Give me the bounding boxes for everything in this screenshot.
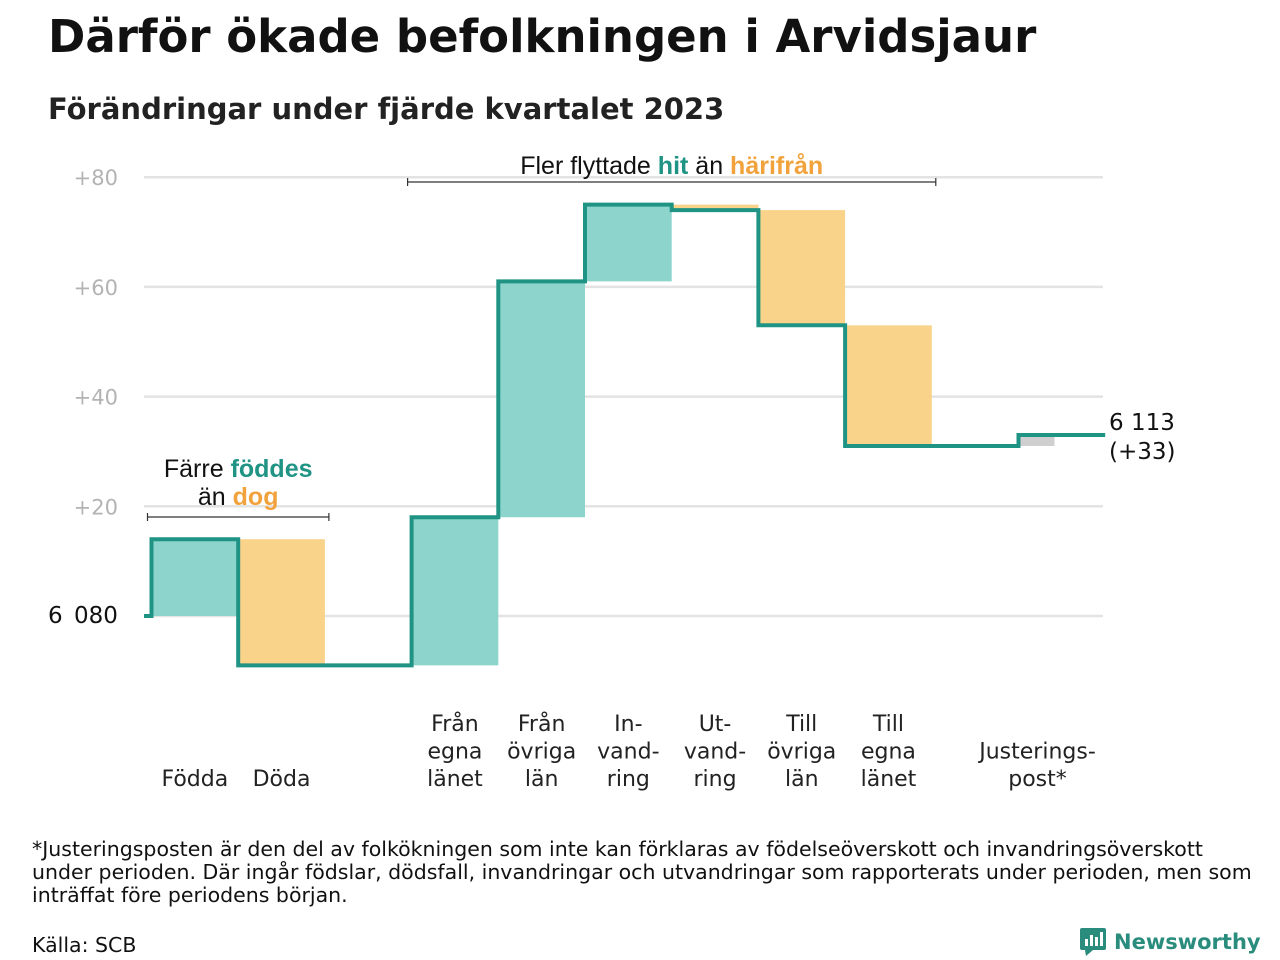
end-change-label: (+33): [1109, 439, 1175, 465]
chart-title: Därför ökade befolkningen i Arvidsjaur: [48, 10, 1037, 63]
brand-logo: Newsworthy: [1080, 928, 1261, 956]
category-label: Till: [785, 712, 817, 737]
annotation-segment: hit: [658, 152, 689, 180]
y-tick-label: +60: [74, 276, 118, 300]
category-label: övriga: [767, 740, 836, 765]
start-value-label: 6 080: [48, 603, 118, 629]
annotation-line: Fler flyttade hit än härifrån: [520, 152, 823, 180]
annotation-line: än dog: [198, 483, 279, 511]
chart-subtitle: Förändringar under fjärde kvartalet 2023: [48, 92, 725, 126]
bar-increase: [411, 517, 499, 666]
source-note: Källa: SCB: [32, 933, 137, 957]
category-label: Från: [518, 711, 566, 737]
category-label: länet: [861, 767, 917, 792]
annotation-segment: föddes: [231, 455, 313, 483]
annotation-segment: än: [688, 152, 730, 180]
newsworthy-logo-icon: [1080, 928, 1106, 956]
bar-decrease: [758, 210, 846, 326]
category-label: Justerings-: [977, 740, 1096, 765]
category-label: egna: [427, 740, 482, 765]
category-label: övriga: [507, 740, 576, 765]
category-label: Döda: [253, 767, 311, 792]
category-label: län: [785, 767, 819, 792]
brand-name: Newsworthy: [1114, 930, 1261, 954]
category-label: Ut-: [699, 712, 732, 737]
bar-adjustment: [1018, 434, 1055, 446]
cumulative-step-line: [144, 202, 1106, 668]
category-label: post*: [1008, 767, 1067, 792]
y-tick-label: +20: [74, 495, 118, 519]
footnote: *Justeringsposten är den del av folkökni…: [32, 837, 1252, 907]
category-label: Från: [431, 711, 479, 737]
category-label: In-: [614, 712, 642, 737]
category-label: län: [525, 767, 559, 792]
bar-decrease: [845, 325, 932, 446]
waterfall-chart: +20 +40 +60 +80 6 080 6 113 (+33) Födda Döda Från…: [48, 152, 1175, 792]
y-tick-label: +40: [74, 386, 118, 410]
annotation-segment: Färre: [164, 455, 231, 483]
category-label: ring: [607, 767, 650, 792]
annotation-segment: dog: [233, 483, 279, 511]
bar-decrease: [238, 539, 325, 666]
category-label: ring: [694, 767, 737, 792]
y-tick-label: +80: [74, 166, 118, 190]
bar-decrease: [671, 204, 759, 211]
category-label: vand-: [684, 740, 746, 765]
bar-increase: [498, 281, 585, 518]
bar-increase: [585, 204, 672, 282]
category-label: vand-: [597, 740, 659, 765]
category-label: länet: [427, 767, 483, 792]
bar-increase: [151, 539, 239, 616]
category-label: Födda: [161, 767, 228, 792]
annotation-line: Färre föddes: [164, 455, 313, 483]
category-label: egna: [861, 740, 916, 765]
end-value-label: 6 113: [1109, 410, 1175, 436]
annotation-segment: än: [198, 483, 233, 511]
category-label: Till: [872, 712, 904, 737]
annotation-segment: Fler flyttade: [520, 152, 658, 180]
annotation-segment: härifrån: [730, 152, 823, 180]
